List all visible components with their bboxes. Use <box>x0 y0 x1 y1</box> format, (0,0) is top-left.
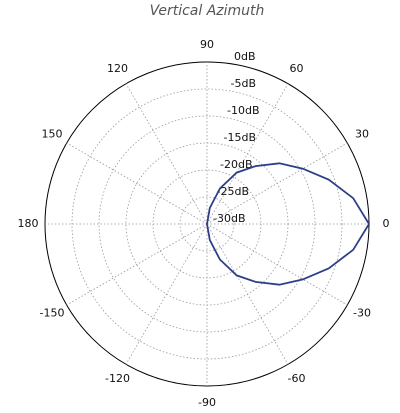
angle-tick-label: -150 <box>39 307 64 320</box>
angle-tick-label: 180 <box>18 217 39 230</box>
r-tick-label: -15dB <box>224 131 257 144</box>
angle-tick-label: 120 <box>107 62 128 75</box>
angle-tick-label: 90 <box>200 38 214 51</box>
angle-tick-label: 60 <box>290 62 304 75</box>
r-tick-label: -5dB <box>231 77 256 90</box>
r-tick-label: -10dB <box>227 104 259 117</box>
angle-tick-label: 150 <box>41 128 62 141</box>
grid-spoke <box>206 142 348 225</box>
r-tick-label: -30dB <box>213 212 246 225</box>
grid-spoke <box>206 83 289 225</box>
grid-spoke <box>206 223 348 306</box>
grid-spoke <box>206 223 289 365</box>
grid-spoke <box>125 223 208 365</box>
grid-ring <box>179 196 235 252</box>
r-tick-label: -25dB <box>217 185 250 198</box>
grid-spoke <box>125 83 208 225</box>
angle-tick-label: -90 <box>198 396 216 409</box>
grid-ring <box>98 115 316 333</box>
angle-tick-label: 30 <box>355 128 369 141</box>
r-tick-label: -20dB <box>220 158 253 171</box>
angle-tick-label: -30 <box>353 307 371 320</box>
grid-spoke <box>66 142 208 225</box>
grid-ring <box>71 88 343 360</box>
grid-spoke <box>66 223 208 306</box>
chart-title: Vertical Azimuth <box>150 3 265 19</box>
angle-tick-label: -60 <box>288 372 306 385</box>
angle-tick-label: 0 <box>383 217 390 230</box>
pattern-line <box>206 162 371 286</box>
angle-tick-label: -120 <box>105 372 130 385</box>
r-tick-label: 0dB <box>234 50 256 63</box>
